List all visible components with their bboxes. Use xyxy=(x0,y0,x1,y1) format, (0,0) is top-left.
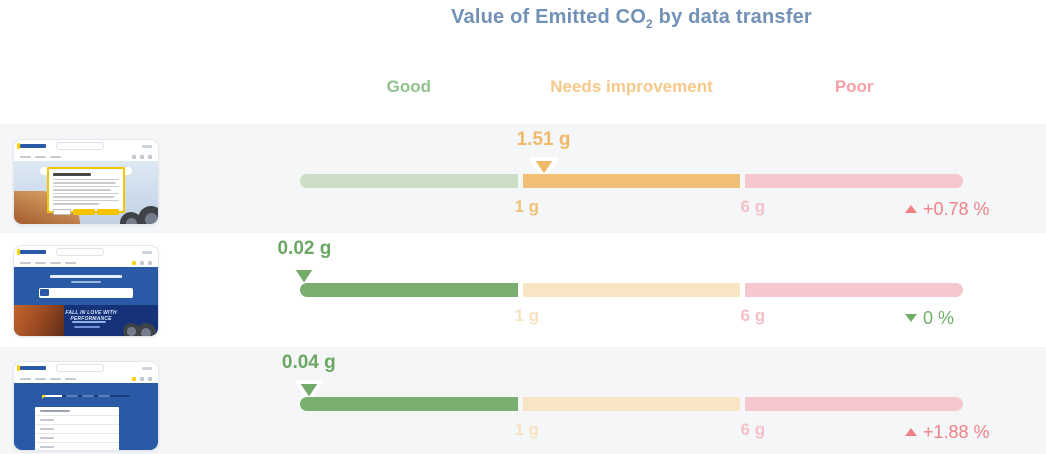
gauge-row-cookie-consent-page: 1.51 g 1 g 6 g +0.78 % xyxy=(0,124,1046,233)
cookie-settings-button xyxy=(73,208,95,215)
promo-banner: FALL IN LOVE WITH PERFORMANCE xyxy=(14,305,158,336)
tire-image xyxy=(136,323,156,336)
gauge-segment-needs-improvement xyxy=(522,397,741,411)
mini-nav-bar xyxy=(14,374,158,383)
brand-logo-icon xyxy=(17,249,46,255)
brand-logo-icon xyxy=(17,365,46,371)
mini-search-bar xyxy=(56,142,104,150)
dropdown-option xyxy=(35,442,119,450)
co2-value-label: 0.04 g xyxy=(281,352,336,373)
mini-nav-bar xyxy=(14,258,158,267)
dropdown-option xyxy=(35,424,119,433)
trend-arrow-icon xyxy=(905,428,917,436)
chart-title-subscript: 2 xyxy=(646,17,653,31)
trend-value: 0 % xyxy=(923,308,955,328)
trend-arrow-icon xyxy=(905,205,917,213)
co2-value-label: 1.51 g xyxy=(516,129,571,150)
trend-indicator: 0 % xyxy=(905,308,954,329)
trend-indicator: +1.88 % xyxy=(905,422,990,443)
banner-headline: FALL IN LOVE WITH PERFORMANCE xyxy=(65,310,117,322)
promo-icon xyxy=(132,260,136,265)
hero-heading xyxy=(50,274,122,278)
mini-browser-header xyxy=(14,246,158,258)
dropdown-option xyxy=(35,415,119,424)
tire-image xyxy=(138,206,158,224)
promo-icon xyxy=(132,376,136,381)
dropdown-option xyxy=(35,433,119,442)
cookie-decline-button xyxy=(53,208,71,215)
gauge-bar xyxy=(300,283,964,297)
hero-section xyxy=(14,267,158,305)
gauge-segment-needs-improvement xyxy=(522,174,741,188)
cookie-accept-button xyxy=(97,208,119,215)
legend-poor: Poor xyxy=(834,77,874,96)
page-thumbnail-homepage: FALL IN LOVE WITH PERFORMANCE xyxy=(13,245,159,337)
mini-search-bar xyxy=(56,248,104,256)
brand-logo-icon xyxy=(17,143,46,149)
hero-link xyxy=(71,280,101,283)
gauge-marker-icon xyxy=(527,155,561,181)
gauge-segment-needs-improvement xyxy=(522,283,741,297)
banner-subline xyxy=(74,326,101,328)
mini-nav-bar xyxy=(14,152,158,161)
gauge-segment-good xyxy=(300,174,518,188)
tick-good-max: 1 g xyxy=(514,197,540,216)
cookie-dialog-title xyxy=(53,172,92,176)
trend-indicator: +0.78 % xyxy=(905,199,990,220)
legend-good: Good xyxy=(386,77,432,96)
gauge-marker-icon xyxy=(292,378,326,404)
chart-title: Value of Emitted CO2 by data transfer xyxy=(451,6,812,31)
gauge-bar xyxy=(300,174,964,188)
legend-needs-improvement: Needs improvement xyxy=(550,77,713,96)
cookie-consent-dialog xyxy=(47,166,125,215)
gauge-row-tire-search-page: 0.04 g 1 g 6 g +1.88 % xyxy=(0,347,1046,454)
tick-good-max: 1 g xyxy=(514,420,540,439)
co2-value-label: 0.02 g xyxy=(277,238,332,259)
size-dropdown-panel xyxy=(35,407,119,450)
gauge-row-homepage: FALL IN LOVE WITH PERFORMANCE 0.02 g xyxy=(0,233,1046,347)
tick-needs-max: 6 g xyxy=(740,306,766,325)
gauge-segment-poor xyxy=(745,174,964,188)
search-tab-bar xyxy=(42,395,130,399)
trend-arrow-icon xyxy=(905,314,917,322)
gauge-bar xyxy=(300,397,964,411)
gauge-segment-good xyxy=(300,283,518,297)
autumn-trees-image xyxy=(14,305,65,336)
dropdown-header xyxy=(35,407,119,415)
gauge-segment-poor xyxy=(745,397,964,411)
gauge-marker-icon xyxy=(287,264,321,290)
mini-browser-header xyxy=(14,140,158,152)
tire-image xyxy=(120,212,142,224)
gauge-segment-good xyxy=(300,397,518,411)
banner-subline xyxy=(71,321,106,323)
mini-search-bar xyxy=(56,364,104,372)
trend-value: +1.88 % xyxy=(923,422,990,442)
zone-legend: Good Needs improvement Poor xyxy=(300,77,963,97)
page-thumbnail-tire-search xyxy=(13,361,159,451)
trend-value: +0.78 % xyxy=(923,199,990,219)
page-thumbnail-cookie-consent xyxy=(13,139,159,225)
mini-browser-header xyxy=(14,362,158,374)
active-tab xyxy=(42,395,62,399)
gauge-segment-poor xyxy=(745,283,964,297)
tire-search-input xyxy=(39,287,133,298)
hero-section xyxy=(14,383,158,450)
tick-needs-max: 6 g xyxy=(740,197,766,216)
tick-needs-max: 6 g xyxy=(740,420,766,439)
tick-good-max: 1 g xyxy=(514,306,540,325)
tire-image xyxy=(123,323,140,336)
